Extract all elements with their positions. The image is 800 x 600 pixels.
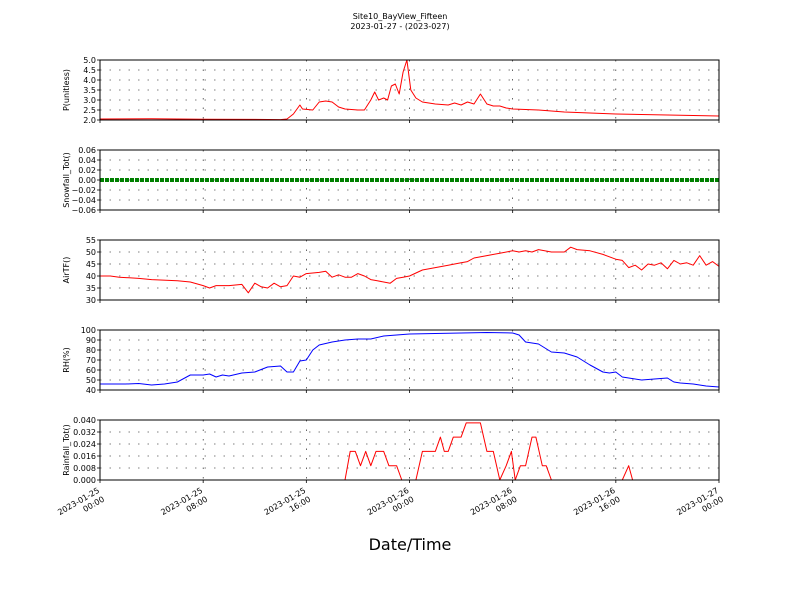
- panel-1: −0.06−0.04−0.020.000.020.040.06 Snowfall_…: [62, 146, 720, 215]
- x-axis-label: Date/Time: [369, 535, 452, 554]
- y-tick-label: 2.0: [83, 116, 96, 125]
- y-axis-label: AirTF(): [62, 257, 71, 284]
- y-tick-label: 80: [86, 346, 96, 355]
- panel-0: 2.02.53.03.54.04.55.0 P(unitless): [62, 56, 720, 125]
- y-axis-label: Rainfall_Tot(): [62, 424, 71, 476]
- y-tick-label: 100: [81, 326, 96, 335]
- panel-2: 30 35 40 45 50 55 AirTF(): [62, 236, 720, 305]
- y-tick-label: 35: [86, 284, 96, 293]
- y-tick-label: 0.024: [73, 440, 96, 449]
- x-tick-label: 2023-01-2616:00: [572, 486, 622, 526]
- y-tick-label: 0.02: [78, 166, 96, 175]
- y-tick-label: 0.04: [78, 156, 96, 165]
- y-tick-label: 45: [86, 260, 96, 269]
- y-tick-label: 3.5: [83, 86, 96, 95]
- y-tick-label: 4.0: [83, 76, 96, 85]
- x-tick-label: 2023-01-2600:00: [366, 486, 416, 526]
- panel-4: 0.000 0.008 0.016 0.024 0.032 0.040Rainfall_T…: [62, 416, 720, 485]
- y-tick-label: 0.032: [73, 428, 96, 437]
- y-tick-label: −0.02: [71, 186, 96, 195]
- chart-title: Site10_BayView_Fifteen: [353, 12, 448, 21]
- y-tick-label: 2.5: [83, 106, 96, 115]
- panel-frame: [99, 329, 720, 391]
- chart-subtitle: 2023-01-27 - (2023-027): [350, 22, 449, 31]
- y-tick-label: −0.06: [71, 206, 96, 215]
- y-tick-label: 0.06: [78, 146, 96, 155]
- panel-frame: [99, 149, 720, 211]
- y-tick-label: 50: [86, 376, 96, 385]
- x-tick-label: 2023-01-2608:00: [469, 486, 519, 526]
- x-tick-label: 2023-01-2508:00: [159, 486, 209, 526]
- panel-frame: [99, 419, 720, 481]
- x-tick-label: 2023-01-2516:00: [263, 486, 313, 526]
- panels: 2.02.53.03.54.04.55.0P(unitless)−0.06−0.…: [62, 56, 720, 485]
- x-tick-label: 2023-01-2500:00: [56, 486, 106, 526]
- y-tick-label: 0.000: [73, 476, 96, 485]
- series-line: [100, 422, 719, 480]
- y-tick-label: 5.0: [83, 56, 96, 65]
- y-tick-label: 30: [86, 296, 96, 305]
- y-tick-label: 4.5: [83, 66, 96, 75]
- y-tick-label: 0.008: [73, 464, 96, 473]
- y-tick-label: 40: [86, 386, 96, 395]
- series-line: [100, 60, 719, 120]
- y-tick-label: 0.040: [73, 416, 96, 425]
- x-tick-labels: 2023-01-2500:00 2023-01-2508:00 2023-01-25…: [56, 486, 725, 526]
- panel-frame: [99, 59, 720, 121]
- y-tick-label: 50: [86, 248, 96, 257]
- y-tick-label: 3.0: [83, 96, 96, 105]
- y-axis-label: RH(%): [62, 347, 71, 372]
- y-tick-label: 70: [86, 356, 96, 365]
- y-tick-label: 90: [86, 336, 96, 345]
- panel-frame: [99, 239, 720, 301]
- y-tick-label: 55: [86, 236, 96, 245]
- y-tick-label: 0.016: [73, 452, 96, 461]
- y-tick-label: 0.00: [78, 176, 96, 185]
- y-tick-label: −0.04: [71, 196, 96, 205]
- y-axis-label: Snowfall_Tot(): [62, 152, 71, 208]
- series-line: [100, 246, 719, 294]
- series-line: [100, 332, 719, 388]
- y-tick-label: 60: [86, 366, 96, 375]
- y-tick-label: 40: [86, 272, 96, 281]
- x-tick-label: 2023-01-2700:00: [675, 486, 725, 526]
- y-axis-label: P(unitless): [62, 69, 71, 111]
